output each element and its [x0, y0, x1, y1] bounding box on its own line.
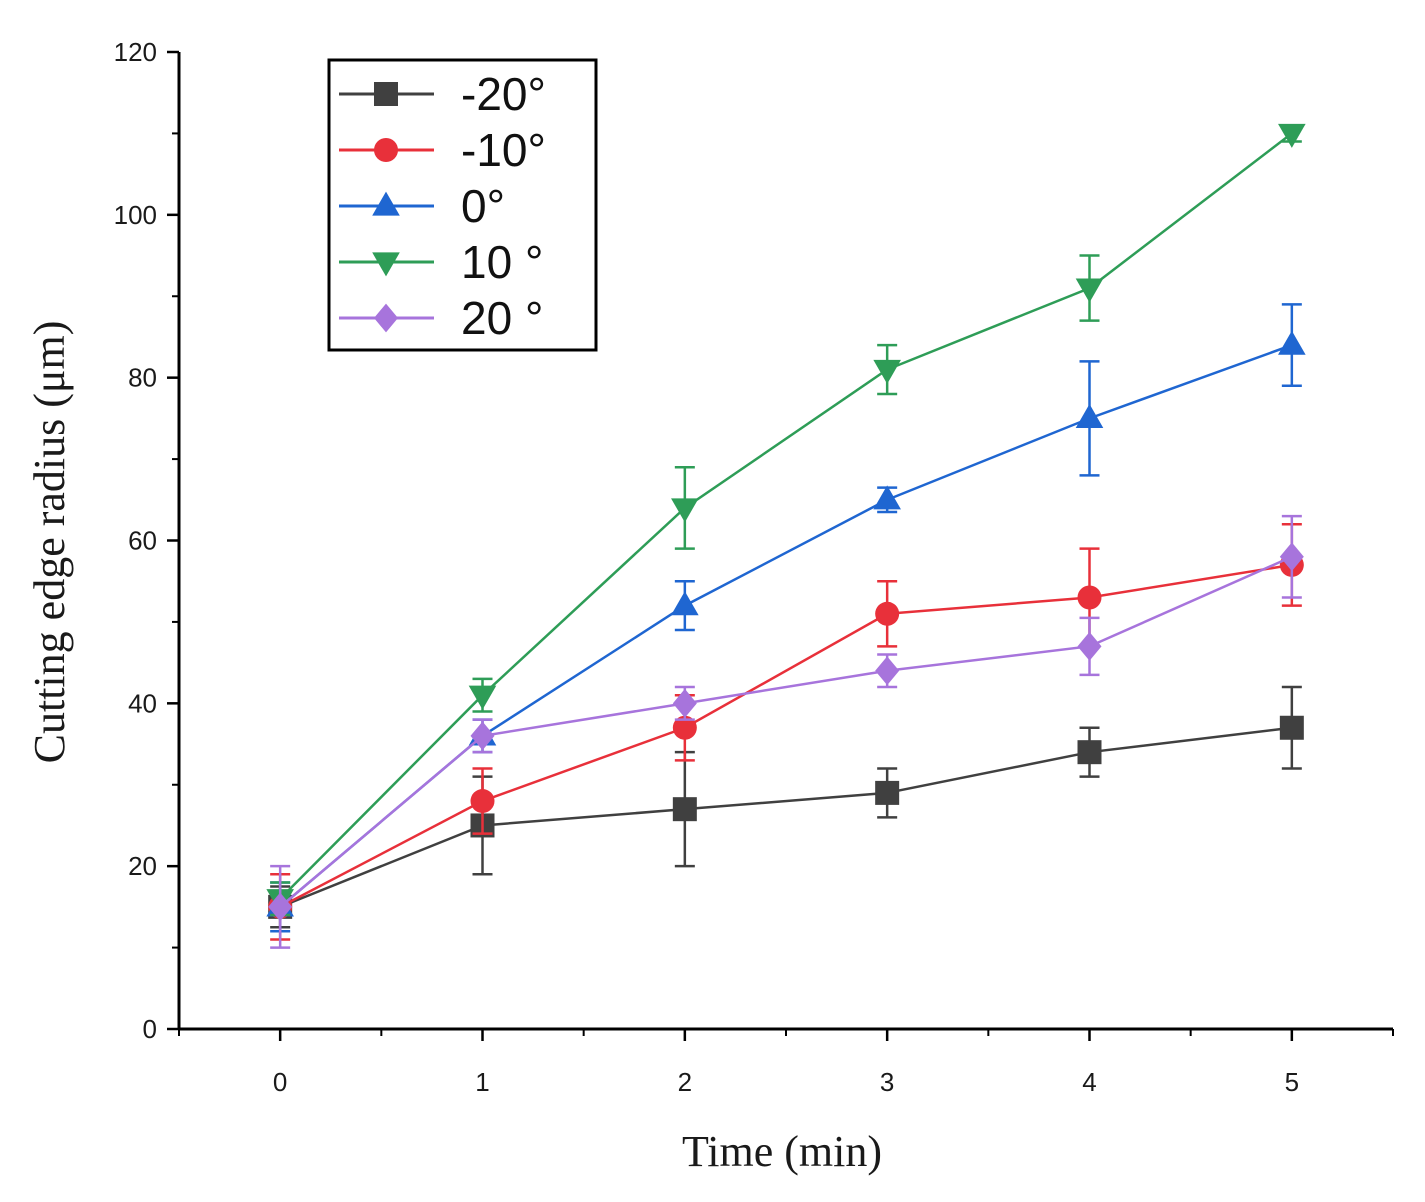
- data-point-marker: [1278, 330, 1306, 355]
- data-point-marker: [672, 797, 697, 822]
- x-tick-label: 0: [273, 1067, 287, 1097]
- series-1: [268, 685, 1304, 929]
- y-tick-label: 60: [128, 526, 157, 556]
- data-point-marker: [268, 892, 293, 922]
- data-point-marker: [875, 656, 900, 686]
- legend-entry: -10°: [339, 124, 546, 176]
- legend-entry: 20 °: [339, 292, 543, 344]
- x-tick-label: 4: [1082, 1067, 1096, 1097]
- series-group: [266, 123, 1306, 949]
- data-point-marker: [374, 303, 398, 333]
- series-line: [279, 563, 1293, 908]
- axis-ticks: 0 20 40 60 80 100 120 0 1 2 3 4 5: [114, 37, 1394, 1097]
- data-point-marker: [1279, 542, 1304, 572]
- data-point-marker: [1075, 403, 1104, 428]
- y-tick-label: 20: [128, 851, 157, 881]
- legend-entry: 10 °: [339, 236, 543, 288]
- data-point-marker: [873, 485, 901, 510]
- y-tick-label: 100: [114, 200, 157, 230]
- series-3: [266, 303, 1306, 933]
- series-line: [279, 343, 1293, 908]
- data-point-marker: [374, 82, 398, 106]
- legend-label: 0°: [461, 180, 505, 232]
- x-tick-label: 1: [475, 1067, 489, 1097]
- data-point-marker: [1279, 715, 1304, 740]
- data-point-marker: [470, 789, 495, 814]
- data-point-marker: [875, 601, 900, 626]
- series-line: [279, 726, 1292, 909]
- y-axis-title: Cutting edge radius (μm): [25, 321, 74, 764]
- data-point-marker: [1278, 123, 1306, 148]
- data-point-marker: [873, 359, 901, 384]
- data-point-marker: [1077, 631, 1102, 661]
- y-tick-label: 0: [143, 1014, 157, 1044]
- y-tick-label: 80: [128, 363, 157, 393]
- data-point-marker: [671, 591, 699, 616]
- legend-entry: 0°: [339, 180, 505, 232]
- data-point-marker: [468, 685, 497, 710]
- y-tick-label: 40: [128, 688, 157, 718]
- data-point-marker: [374, 138, 398, 162]
- legend-entry: -20°: [339, 68, 546, 120]
- x-tick-label: 3: [880, 1067, 894, 1097]
- x-axis-title: Time (min): [682, 1127, 882, 1176]
- series-line: [279, 555, 1293, 908]
- data-point-marker: [372, 191, 400, 216]
- y-tick-label: 120: [114, 37, 157, 67]
- data-point-marker: [1077, 740, 1102, 765]
- data-point-marker: [372, 252, 400, 277]
- x-tick-label: 5: [1285, 1067, 1299, 1097]
- data-point-marker: [875, 780, 900, 805]
- data-point-marker: [470, 721, 495, 751]
- data-point-marker: [671, 498, 699, 523]
- data-point-marker: [1077, 585, 1102, 610]
- legend-label: -20°: [461, 68, 546, 120]
- x-tick-label: 2: [678, 1067, 692, 1097]
- series-line: [279, 132, 1293, 900]
- legend-label: 20 °: [461, 292, 543, 344]
- series-2: [268, 522, 1304, 941]
- legend-label: -10°: [461, 124, 546, 176]
- data-point-marker: [1075, 278, 1104, 303]
- legend-label: 10 °: [461, 236, 543, 288]
- legend: -20°-10°0°10 °20 °: [327, 58, 598, 352]
- data-point-marker: [672, 715, 697, 740]
- series-5: [268, 514, 1304, 949]
- data-point-marker: [672, 688, 697, 718]
